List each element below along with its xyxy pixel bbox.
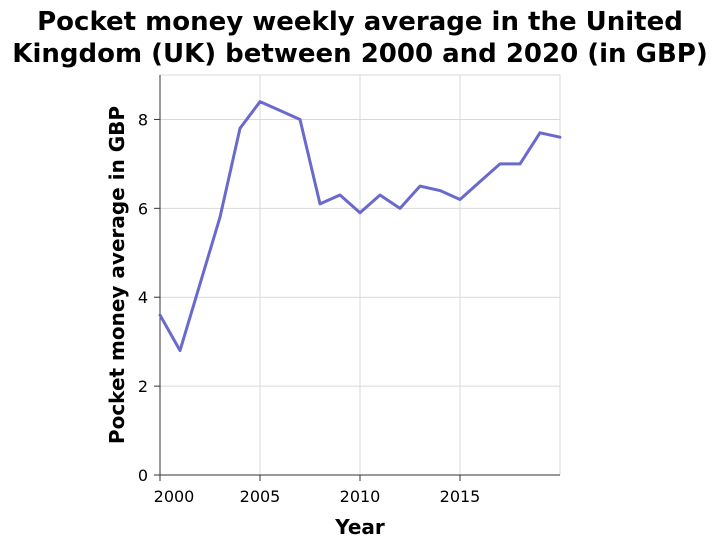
series-lines: [158, 100, 562, 353]
y-tick-label-8: 8: [138, 110, 148, 129]
chart-title-line-2: Kingdom (UK) between 2000 and 2020 (in G…: [12, 39, 707, 69]
x-tick-label-2015: 2015: [440, 487, 481, 506]
y-axis-label: Pocket money average in GBP: [105, 106, 129, 444]
y-tick-label-6: 6: [138, 199, 148, 218]
chart-title-line-1: Pocket money weekly average in the Unite…: [37, 7, 683, 37]
y-tick-label-4: 4: [138, 288, 148, 307]
x-tick-label-2005: 2005: [240, 487, 281, 506]
series-line-1: [158, 100, 562, 353]
y-tick-label-2: 2: [138, 377, 148, 396]
x-tick-label-2010: 2010: [340, 487, 381, 506]
axes: [154, 75, 560, 481]
x-axis-label: Year: [334, 515, 385, 539]
tick-labels: 2000 2005 2010 2015 0 2 4 6 8: [138, 110, 481, 506]
y-tick-label-0: 0: [138, 466, 148, 485]
grid-lines: [159, 74, 561, 476]
x-tick-label-2000: 2000: [154, 487, 195, 506]
